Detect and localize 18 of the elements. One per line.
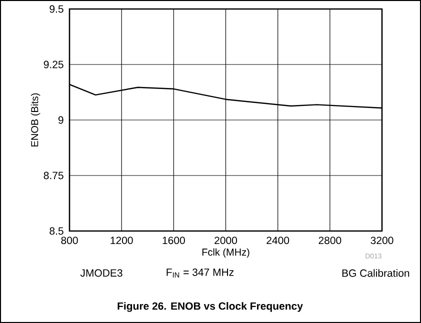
y-tick-label: 9.25 [44,60,64,68]
y-tick-label: 8.75 [44,172,64,180]
x-tick-label: 1600 [162,236,185,244]
x-tick-label: 2400 [266,236,290,244]
y-axis-title: ENOB (Bits) [30,93,40,146]
text: JMODE3 [80,269,122,277]
x-tick-label: 1200 [110,236,133,244]
text: Figure 26. ENOB vs Clock Frequency [118,302,303,312]
x-tick-label: 3200 [370,236,394,244]
y-tick-label: 9.5 [50,5,64,13]
y-tick-label: 9 [58,116,64,124]
x-tick-label: 800 [61,236,78,244]
x-tick-label: 2800 [318,236,342,244]
text: BG Calibration [342,269,410,277]
x-tick-label: 2000 [214,236,238,244]
y-tick-label: 8.5 [50,227,64,235]
text: F$_{IN}$ = 347 MHz [166,268,234,278]
x-axis-title: Fclk (MHz) [202,248,250,258]
